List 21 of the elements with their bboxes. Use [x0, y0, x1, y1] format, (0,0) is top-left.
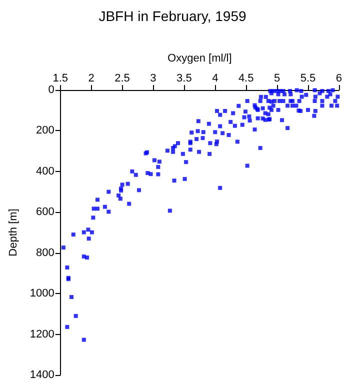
x-tick-label: 4 [212, 72, 218, 84]
x-tick-label: 5.5 [300, 72, 316, 84]
y-tick-label: 1000 [30, 288, 54, 300]
y-tick-label: 200 [36, 124, 54, 137]
y-tick-label: 400 [36, 165, 54, 178]
x-tick-label: 5 [274, 72, 280, 84]
x-tick-label: 3 [150, 72, 156, 84]
y-tick-label: 600 [36, 206, 54, 218]
x-tick-label: 2 [88, 72, 94, 84]
y-tick-label: 800 [36, 246, 54, 259]
x-tick-label: 6 [336, 72, 342, 84]
y-tick-label: 0 [48, 84, 54, 96]
x-tick-label: 1.5 [52, 72, 68, 84]
x-tick-label: 4.5 [238, 72, 254, 84]
x-tick-label: 3.5 [176, 72, 192, 84]
y-tick-label: 1400 [30, 369, 54, 381]
y-tick-label: 1200 [30, 328, 54, 340]
y-axis-title: Depth [m] [8, 208, 20, 256]
chart-title: JBFH in February, 1959 [98, 8, 246, 24]
x-axis-title: Oxygen [ml/l] [168, 52, 232, 64]
x-tick-label: 2.5 [114, 72, 130, 84]
